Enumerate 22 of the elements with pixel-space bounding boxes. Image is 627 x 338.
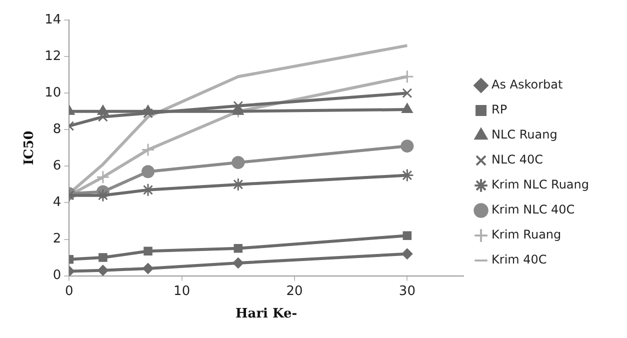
y-axis-title: IC50 xyxy=(22,130,38,166)
legend-label: NLC 40C xyxy=(492,152,544,167)
x-tick-label: 20 xyxy=(286,284,303,299)
x-tick-label: 10 xyxy=(174,284,190,299)
x-axis-title: Hari Ke- xyxy=(235,306,298,322)
legend-label: Krim Ruang xyxy=(492,228,562,242)
x-tick-label: 30 xyxy=(398,284,416,299)
y-tick-label: 14 xyxy=(44,12,62,28)
y-tick-label: 12 xyxy=(44,48,62,64)
legend-label: Krim NLC Ruang xyxy=(492,178,590,192)
y-tick-label: 0 xyxy=(52,268,62,284)
y-tick-label: 2 xyxy=(52,232,62,247)
legend-label: RP xyxy=(492,102,508,117)
legend-label: Krim 40C xyxy=(492,252,547,267)
legend-label: As Askorbat xyxy=(492,78,564,92)
legend-label: Krim NLC 40C xyxy=(492,202,575,217)
y-tick-label: 10 xyxy=(44,85,62,100)
y-tick-label: 4 xyxy=(52,195,62,210)
legend-label: NLC Ruang xyxy=(492,128,558,142)
y-tick-label: 8 xyxy=(52,122,62,138)
x-tick-label: 0 xyxy=(65,284,74,299)
y-tick-label: 6 xyxy=(52,158,62,174)
